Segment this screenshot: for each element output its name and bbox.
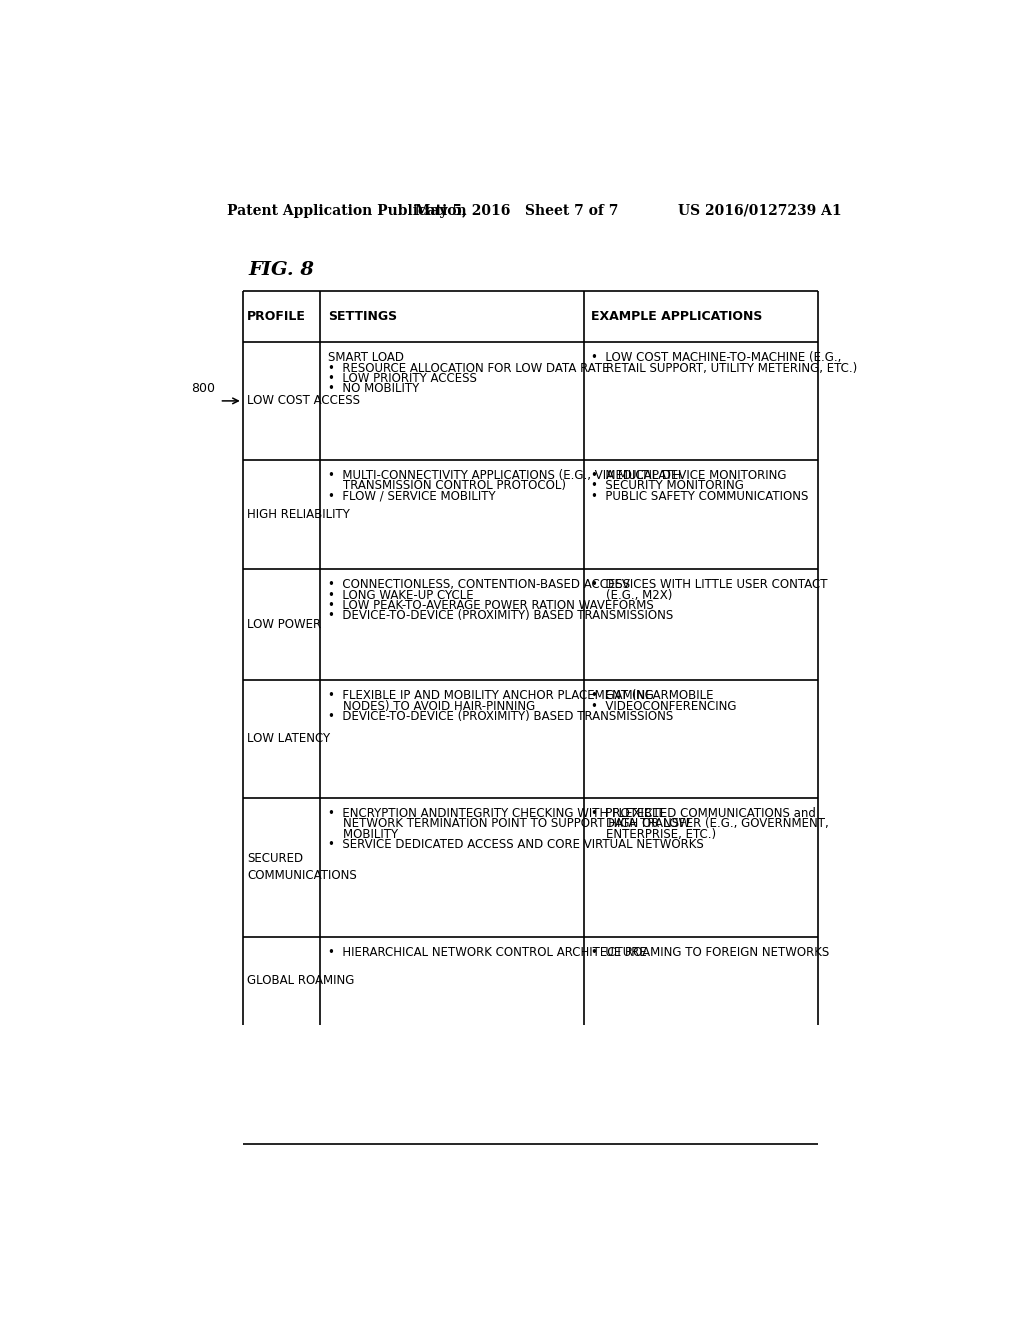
Text: •  DEVICES WITH LITTLE USER CONTACT: • DEVICES WITH LITTLE USER CONTACT <box>592 578 828 591</box>
Text: •  FLOW / SERVICE MOBILITY: • FLOW / SERVICE MOBILITY <box>328 490 496 503</box>
Text: SETTINGS: SETTINGS <box>328 310 397 323</box>
Text: LOW POWER: LOW POWER <box>248 618 322 631</box>
Text: •  LOW PEAK-TO-AVERAGE POWER RATION WAVEFORMS: • LOW PEAK-TO-AVERAGE POWER RATION WAVEF… <box>328 599 653 612</box>
Text: •  UE ROAMING TO FOREIGN NETWORKS: • UE ROAMING TO FOREIGN NETWORKS <box>592 946 829 958</box>
Text: •  SERVICE DEDICATED ACCESS AND CORE VIRTUAL NETWORKS: • SERVICE DEDICATED ACCESS AND CORE VIRT… <box>328 838 703 851</box>
Text: EXAMPLE APPLICATIONS: EXAMPLE APPLICATIONS <box>592 310 763 323</box>
Text: RETAIL SUPPORT, UTILITY METERING, ETC.): RETAIL SUPPORT, UTILITY METERING, ETC.) <box>592 362 858 375</box>
Text: •  RESOURCE ALLOCATION FOR LOW DATA RATE: • RESOURCE ALLOCATION FOR LOW DATA RATE <box>328 362 609 375</box>
Text: •  GAMING: • GAMING <box>592 689 654 702</box>
Text: •  ENCRYPTION ANDINTEGRITY CHECKING WITH FLEXIBLE: • ENCRYPTION ANDINTEGRITY CHECKING WITH … <box>328 807 666 820</box>
Text: •  PUBLIC SAFETY COMMUNICATIONS: • PUBLIC SAFETY COMMUNICATIONS <box>592 490 809 503</box>
Text: NETWORK TERMINATION POINT TO SUPPORT HIGH OR LOW: NETWORK TERMINATION POINT TO SUPPORT HIG… <box>328 817 690 830</box>
Text: May 5, 2016   Sheet 7 of 7: May 5, 2016 Sheet 7 of 7 <box>415 203 618 218</box>
Text: •  SECURITY MONITORING: • SECURITY MONITORING <box>592 479 744 492</box>
Text: •  DEVICE-TO-DEVICE (PROXIMITY) BASED TRANSMISSIONS: • DEVICE-TO-DEVICE (PROXIMITY) BASED TRA… <box>328 710 673 723</box>
Text: 800: 800 <box>191 381 216 395</box>
Text: •  MEDICAL DEVICE MONITORING: • MEDICAL DEVICE MONITORING <box>592 469 787 482</box>
Text: TRANSMISSION CONTROL PROTOCOL): TRANSMISSION CONTROL PROTOCOL) <box>328 479 566 492</box>
Text: PROFILE: PROFILE <box>248 310 306 323</box>
Text: •  PROTECTED COMMUNICATIONS and: • PROTECTED COMMUNICATIONS and <box>592 807 816 820</box>
Text: LOW COST ACCESS: LOW COST ACCESS <box>248 395 360 408</box>
Text: SECURED
COMMUNICATIONS: SECURED COMMUNICATIONS <box>248 853 357 882</box>
Text: SMART LOAD: SMART LOAD <box>328 351 403 364</box>
Text: •  FLEXIBLE IP AND MOBILITY ANCHOR PLACEMENT (NEARMOBILE: • FLEXIBLE IP AND MOBILITY ANCHOR PLACEM… <box>328 689 714 702</box>
Text: (E.G., M2X): (E.G., M2X) <box>592 589 673 602</box>
Text: •  MULTI-CONNECTIVITY APPLICATIONS (E.G., VIA MULTIPATH: • MULTI-CONNECTIVITY APPLICATIONS (E.G.,… <box>328 469 681 482</box>
Text: LOW LATENCY: LOW LATENCY <box>248 733 331 746</box>
Text: Patent Application Publication: Patent Application Publication <box>227 203 467 218</box>
Text: MOBILITY: MOBILITY <box>328 828 398 841</box>
Text: •  LONG WAKE-UP CYCLE: • LONG WAKE-UP CYCLE <box>328 589 473 602</box>
Text: US 2016/0127239 A1: US 2016/0127239 A1 <box>678 203 842 218</box>
Text: HIGH RELIABILITY: HIGH RELIABILITY <box>248 508 350 521</box>
Text: •  HIERARCHICAL NETWORK CONTROL ARCHITECTURE: • HIERARCHICAL NETWORK CONTROL ARCHITECT… <box>328 946 647 958</box>
Text: ENTERPRISE, ETC.): ENTERPRISE, ETC.) <box>592 828 717 841</box>
Text: •  NO MOBILITY: • NO MOBILITY <box>328 383 419 396</box>
Text: GLOBAL ROAMING: GLOBAL ROAMING <box>248 974 354 987</box>
Text: •  DEVICE-TO-DEVICE (PROXIMITY) BASED TRANSMISSIONS: • DEVICE-TO-DEVICE (PROXIMITY) BASED TRA… <box>328 610 673 623</box>
Text: •  LOW PRIORITY ACCESS: • LOW PRIORITY ACCESS <box>328 372 477 385</box>
Text: NODES) TO AVOID HAIR-PINNING: NODES) TO AVOID HAIR-PINNING <box>328 700 536 713</box>
Text: •  CONNECTIONLESS, CONTENTION-BASED ACCESS: • CONNECTIONLESS, CONTENTION-BASED ACCES… <box>328 578 630 591</box>
Text: DATA TRANSFER (E.G., GOVERNMENT,: DATA TRANSFER (E.G., GOVERNMENT, <box>592 817 829 830</box>
Text: FIG. 8: FIG. 8 <box>248 261 314 279</box>
Text: •  VIDEOCONFERENCING: • VIDEOCONFERENCING <box>592 700 737 713</box>
Text: •  LOW COST MACHINE-TO-MACHINE (E.G.,: • LOW COST MACHINE-TO-MACHINE (E.G., <box>592 351 842 364</box>
